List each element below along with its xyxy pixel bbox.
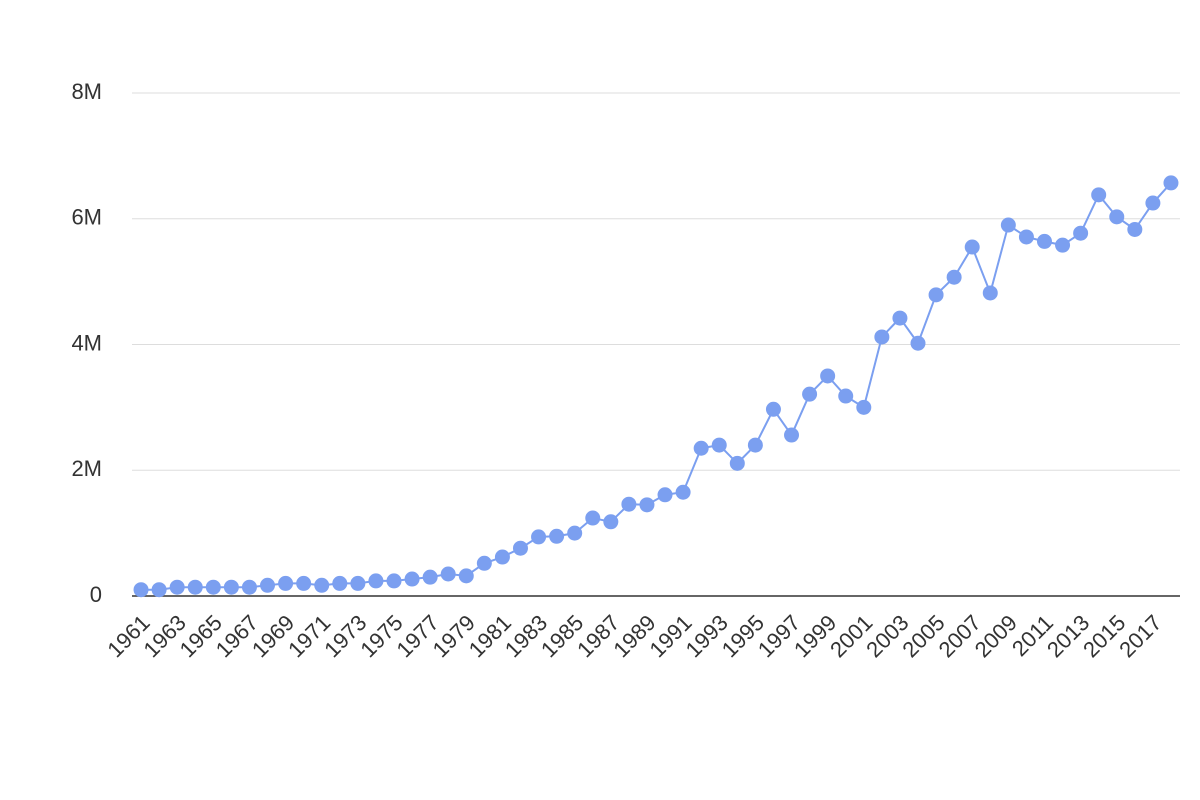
point: [964, 239, 980, 255]
point: [260, 577, 276, 593]
point: [928, 287, 944, 303]
point: [332, 575, 348, 591]
y-tick-label: 8M: [71, 79, 102, 104]
point: [729, 455, 745, 471]
point: [621, 496, 637, 512]
point: [603, 514, 619, 530]
point: [494, 549, 510, 565]
point: [1055, 237, 1071, 253]
point: [512, 540, 528, 556]
point: [422, 569, 438, 585]
point: [910, 335, 926, 351]
point: [693, 440, 709, 456]
line: [141, 182, 1172, 591]
point: [585, 510, 601, 526]
point: [765, 401, 781, 417]
point: [241, 579, 257, 595]
point: [874, 329, 890, 345]
y-tick-label: 0: [90, 582, 102, 607]
point: [531, 529, 547, 545]
point: [1000, 217, 1016, 233]
point: [675, 484, 691, 500]
point: [892, 310, 908, 326]
point: [1109, 209, 1125, 225]
point: [567, 525, 583, 541]
point: [549, 528, 565, 544]
point: [151, 582, 167, 598]
point: [386, 573, 402, 589]
point: [278, 575, 294, 591]
point: [458, 568, 474, 584]
point: [802, 386, 818, 402]
point: [223, 579, 239, 595]
point: [1127, 221, 1143, 237]
y-tick-label: 2M: [71, 456, 102, 481]
point: [205, 579, 221, 595]
point: [820, 368, 836, 384]
point: [350, 575, 366, 591]
point: [982, 285, 998, 301]
point: [1036, 233, 1052, 249]
point: [1091, 187, 1107, 203]
point: [404, 571, 420, 587]
point: [657, 487, 673, 503]
y-tick-label: 6M: [71, 205, 102, 230]
y-tick-label: 4M: [71, 330, 102, 355]
point: [368, 573, 384, 589]
point: [296, 575, 312, 591]
point: [476, 555, 492, 571]
point: [747, 437, 763, 453]
point: [440, 566, 456, 582]
point: [1073, 225, 1089, 241]
point: [1163, 175, 1179, 191]
point: [639, 497, 655, 513]
point: [1018, 229, 1034, 245]
point: [1145, 195, 1161, 211]
point: [838, 388, 854, 404]
point: [711, 437, 727, 453]
point: [187, 579, 203, 595]
x-tick-label: 2017: [1114, 610, 1166, 662]
point: [946, 269, 962, 285]
point: [784, 427, 800, 443]
point: [133, 582, 149, 598]
point: [856, 399, 872, 415]
point: [314, 577, 330, 593]
point: [169, 579, 185, 595]
